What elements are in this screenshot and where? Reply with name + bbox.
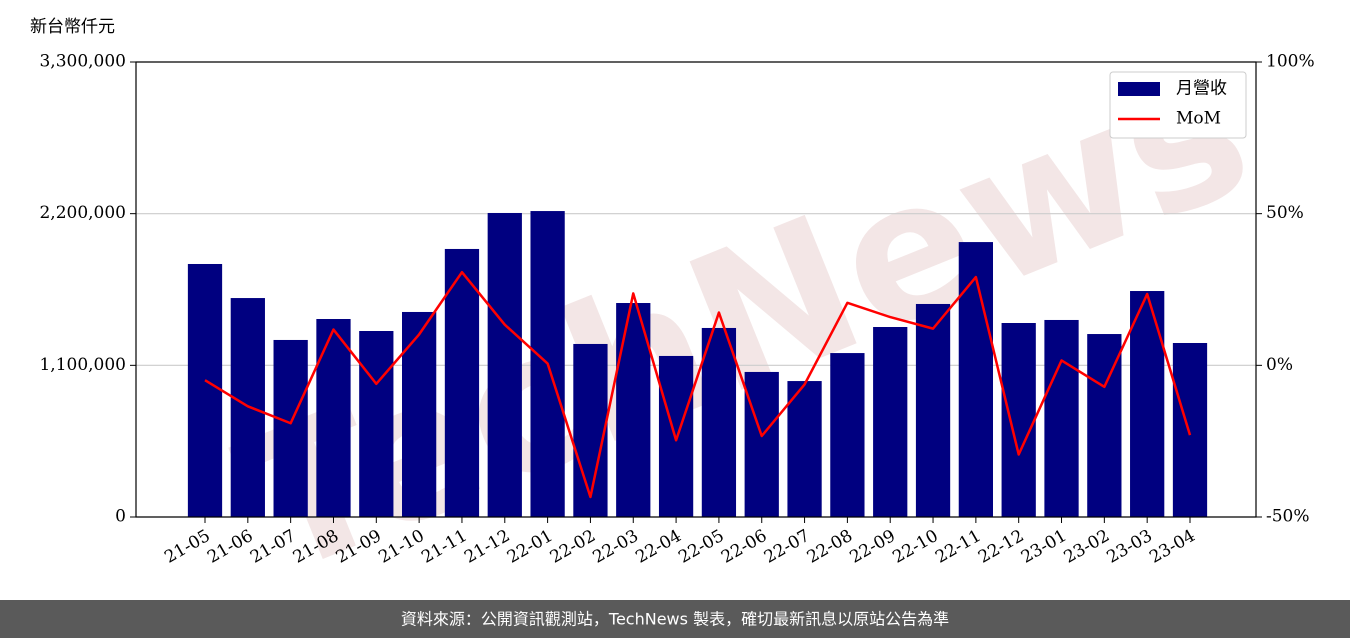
bar	[573, 343, 608, 517]
x-tick-label: 22-02	[547, 526, 599, 568]
x-tick-label: 23-03	[1103, 526, 1155, 568]
y2-tick-label: -50%	[1266, 507, 1310, 527]
x-tick-label: 22-08	[804, 526, 856, 568]
line	[204, 270, 1192, 499]
y-tick-label: 1,100,000	[39, 355, 126, 375]
bar	[1172, 342, 1208, 517]
bar	[873, 327, 908, 517]
x-tick-label: 22-12	[975, 526, 1027, 568]
x-tick-label: 22-04	[632, 526, 684, 568]
bar	[1044, 319, 1079, 517]
footer	[0, 600, 1350, 638]
y-axis-title: 新台幣仟元	[30, 17, 115, 37]
y2-tick-label: 100%	[1266, 52, 1315, 72]
y2-tick-label: 50%	[1266, 203, 1304, 223]
bar	[359, 331, 394, 517]
x-tick-label: 23-02	[1061, 526, 1113, 568]
bar	[616, 303, 651, 517]
y-tick-label: 3,300,000	[39, 52, 126, 72]
plot-frame	[135, 61, 1257, 518]
x-tick-label: 22-11	[932, 526, 984, 568]
y2-tick-label: 0%	[1266, 355, 1293, 375]
bar	[187, 263, 223, 517]
bar	[1001, 323, 1036, 517]
x-tick-label: 22-03	[590, 526, 642, 568]
y-tick-label: 0	[115, 507, 126, 527]
y-tick-label: 2,200,000	[39, 203, 126, 223]
x-tick-label: 22-07	[761, 526, 813, 568]
x-tick-label: 21-06	[204, 526, 256, 568]
x-tick-label: 22-05	[675, 526, 727, 568]
legend-label: MoM	[1176, 109, 1221, 129]
legend-swatch	[1118, 82, 1160, 96]
legend-label: 月營收	[1176, 79, 1227, 99]
bar	[787, 381, 822, 517]
bar	[487, 212, 522, 517]
x-tick-label: 22-06	[718, 526, 770, 568]
bar	[1130, 291, 1165, 517]
bar	[958, 242, 993, 517]
x-tick-label: 23-01	[1018, 526, 1070, 568]
bar	[701, 327, 737, 517]
x-tick-label: 23-04	[1146, 526, 1198, 568]
bar	[273, 339, 308, 517]
source-note: 資料來源：公開資訊觀測站，TechNews 製表，確切最新訊息以原站公告為準	[401, 610, 949, 629]
x-tick-label: 22-09	[847, 526, 899, 568]
bar	[915, 303, 951, 517]
x-tick-label: 21-05	[161, 526, 213, 568]
bar	[402, 311, 437, 517]
x-tick-label: 22-01	[504, 526, 556, 568]
bar	[830, 353, 865, 517]
bar	[316, 319, 351, 517]
bar	[744, 371, 779, 517]
bar	[444, 248, 480, 518]
x-tick-label: 22-10	[889, 526, 941, 568]
